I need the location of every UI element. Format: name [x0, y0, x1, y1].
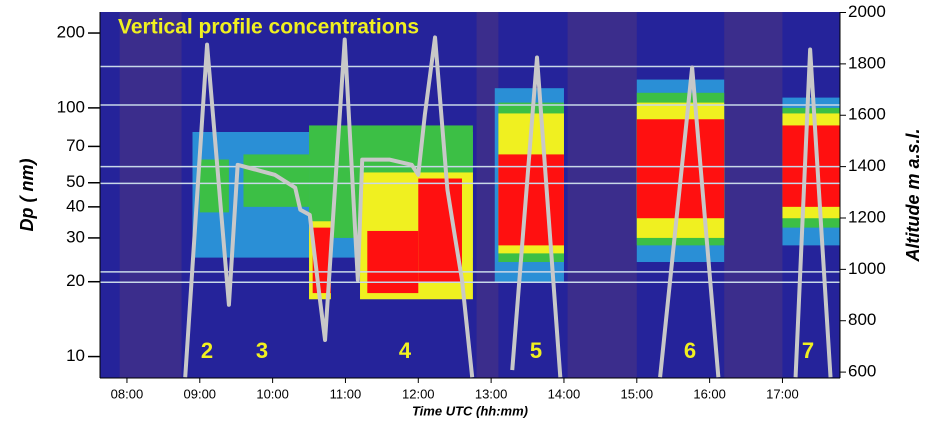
x-tick-label: 14:00	[548, 386, 581, 401]
x-axis-label: Time UTC (hh:mm)	[412, 403, 528, 418]
plot-area	[100, 12, 840, 378]
y-tick-label: 40	[66, 196, 85, 215]
altitude-line	[183, 35, 833, 378]
x-tick-label: 12:00	[402, 386, 435, 401]
y2-tick-label: 1200	[848, 207, 886, 226]
profile-number: 5	[530, 338, 542, 363]
x-tick-label: 08:00	[111, 386, 144, 401]
x-tick-label: 17:00	[766, 386, 799, 401]
y2-axis-label: Altitude m a.s.l.	[903, 128, 923, 262]
y-axis-label: Dp ( nm)	[17, 159, 37, 232]
heatmap-cell	[724, 12, 783, 378]
profile-number: 3	[256, 338, 268, 363]
x-tick-label: 11:00	[330, 386, 362, 401]
y2-tick-label: 600	[848, 362, 876, 381]
x-tick-label: 09:00	[184, 386, 217, 401]
x-tick-label: 10:00	[256, 386, 289, 401]
chart-title: Vertical profile concentrations	[118, 16, 419, 39]
heatmap-cell	[476, 12, 499, 378]
profile-number: 4	[399, 338, 412, 363]
profile-number: 6	[684, 338, 696, 363]
y2-tick-label: 1600	[848, 105, 886, 124]
y-tick-label: 50	[66, 172, 85, 191]
x-tick-label: 15:00	[621, 386, 654, 401]
y2-tick-label: 1800	[848, 53, 886, 72]
heatmap-cell	[119, 12, 182, 378]
y2-tick-label: 800	[848, 310, 876, 329]
y-tick-label: 10	[66, 346, 85, 365]
heatmap-cell	[199, 159, 229, 213]
y2-tick-label: 2000	[848, 2, 886, 21]
heatmap-cell	[367, 230, 419, 294]
y2-tick-label: 1400	[848, 156, 886, 175]
profile-number: 7	[802, 338, 814, 363]
x-tick-label: 16:00	[693, 386, 726, 401]
y-tick-label: 70	[66, 136, 85, 155]
y-tick-label: 200	[57, 23, 85, 42]
y-tick-label: 30	[66, 227, 85, 246]
heatmap-cell	[567, 12, 637, 378]
x-tick-label: 13:00	[475, 386, 508, 401]
heatmap-cell	[498, 154, 564, 246]
y-tick-label: 100	[57, 97, 85, 116]
profile-number: 2	[201, 338, 213, 363]
axes: 2 3 4 5 6 7 10 20 30 40 50 70 100 200 600 800 1000 1200 14…	[57, 2, 886, 401]
y2-tick-label: 1000	[848, 259, 886, 278]
y-tick-label: 20	[66, 271, 85, 290]
